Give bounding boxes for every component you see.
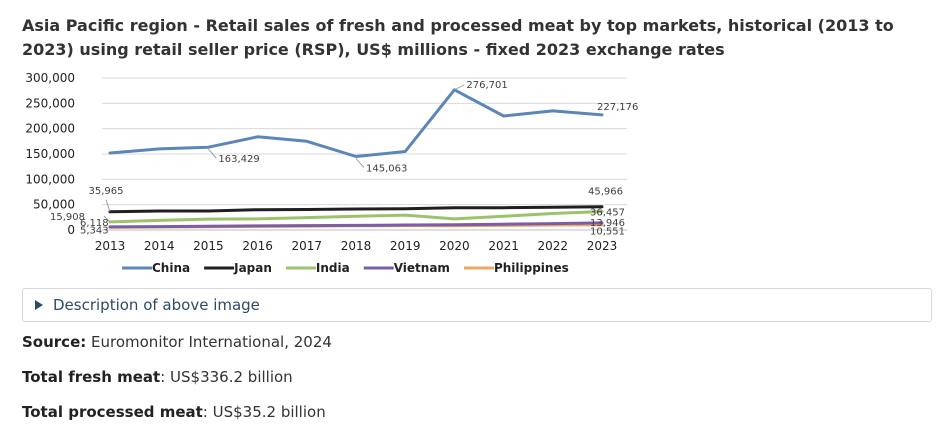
source-label: Source:: [22, 333, 87, 351]
x-tick-label: 2013: [95, 239, 126, 253]
series-lines: [108, 88, 604, 229]
y-tick-label: 100,000: [25, 172, 75, 186]
processed-meat-line: Total processed meat: US$35.2 billion: [22, 402, 326, 422]
series-line-vietnam: [108, 221, 604, 229]
series-line-china: [108, 88, 604, 158]
chart-svg: 0 50,000 100,000 150,000 200,000 250,000 300,0…: [25, 71, 638, 275]
series-line-japan: [108, 205, 604, 214]
y-tick-label: 0: [67, 223, 75, 237]
legend-item-vietnam[interactable]: Vietnam: [363, 261, 450, 275]
legend-item-philippines[interactable]: Philippines: [463, 261, 569, 275]
gridlines: [102, 77, 627, 206]
data-label-china: 227,176: [597, 102, 638, 113]
axes: 0 50,000 100,000 150,000 200,000 250,000 300,0…: [25, 71, 627, 253]
fresh-meat-value: : US$336.2 billion: [160, 368, 293, 386]
source-value: Euromonitor International, 2024: [86, 333, 332, 351]
label-leader-line: [103, 215, 111, 223]
legend-label: China: [152, 261, 190, 275]
line-chart: 0 50,000 100,000 150,000 200,000 250,000 300,0…: [0, 64, 944, 286]
data-label-philippines: 5,343: [80, 225, 109, 236]
y-tick-label: 250,000: [25, 96, 75, 110]
legend-item-china[interactable]: China: [122, 261, 190, 275]
label-leader-line: [355, 158, 365, 168]
data-label-india: 36,457: [590, 208, 625, 219]
processed-meat-value: : US$35.2 billion: [202, 403, 326, 421]
data-label-vietnam: 13,946: [590, 218, 625, 229]
chart-title: Asia Pacific region - Retail sales of fr…: [22, 16, 894, 59]
label-leader-line: [208, 148, 217, 159]
legend: China Japan India Vietnam Philippines: [122, 261, 569, 275]
y-tick-label: 200,000: [25, 122, 75, 136]
data-label-japan: 45,966: [588, 187, 623, 198]
legend-label: Vietnam: [394, 261, 450, 275]
legend-label: Philippines: [494, 261, 569, 275]
legend-item-japan[interactable]: Japan: [204, 261, 272, 275]
x-tick-label: 2015: [193, 239, 224, 253]
x-tick-label: 2019: [390, 239, 421, 253]
data-label-japan: 35,965: [89, 186, 124, 197]
data-label-china: 276,701: [466, 80, 507, 91]
x-tick-label: 2020: [439, 239, 470, 253]
y-tick-label: 50,000: [33, 198, 75, 212]
y-tick-label: 300,000: [25, 71, 75, 85]
data-label-china: 163,429: [218, 154, 259, 165]
x-tick-label: 2014: [144, 239, 175, 253]
description-toggle-label: Description of above image: [53, 296, 260, 314]
x-tick-label: 2016: [242, 239, 273, 253]
y-tick-label: 150,000: [25, 147, 75, 161]
processed-meat-label: Total processed meat: [22, 403, 203, 421]
data-label-india: 15,908: [50, 212, 85, 223]
fresh-meat-label: Total fresh meat: [22, 368, 161, 386]
label-leader-line: [454, 84, 465, 91]
x-tick-label: 2022: [538, 239, 569, 253]
legend-item-india[interactable]: India: [285, 261, 350, 275]
data-label-philippines: 10,551: [590, 227, 625, 238]
x-tick-label: 2021: [488, 239, 519, 253]
legend-label: India: [316, 261, 350, 275]
triangle-right-icon: [35, 300, 43, 310]
source-line: Source: Euromonitor International, 2024: [22, 332, 332, 352]
description-toggle[interactable]: Description of above image: [22, 288, 932, 322]
data-label-china: 145,063: [366, 164, 407, 175]
data-labels: 163,429 145,063 276,701 227,176 35,965 45,966…: [50, 80, 638, 238]
data-label-vietnam: 6,118: [80, 218, 109, 229]
x-tick-label: 2023: [587, 239, 618, 253]
series-line-india: [108, 210, 604, 224]
fresh-meat-line: Total fresh meat: US$336.2 billion: [22, 367, 293, 387]
x-tick-label: 2017: [292, 239, 323, 253]
x-tick-label: 2018: [341, 239, 372, 253]
legend-label: Japan: [233, 261, 272, 275]
label-leader-line: [105, 199, 111, 212]
